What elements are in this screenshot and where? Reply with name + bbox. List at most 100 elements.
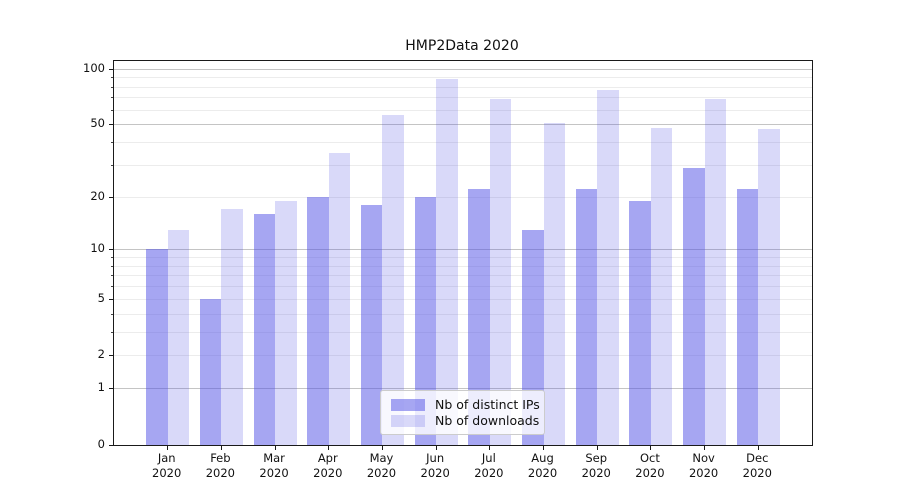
- x-tick-mark: [274, 446, 276, 450]
- x-tick-label: Oct 2020: [635, 451, 665, 480]
- y-tick-label: 5: [97, 290, 105, 305]
- legend-item-downloads: Nb of downloads: [391, 413, 544, 429]
- bar-distinct-ips-dec: [736, 189, 759, 445]
- bar-distinct-ips-may: [360, 204, 383, 445]
- gridline-minor: [114, 257, 812, 259]
- gridline: [114, 68, 812, 70]
- y-tick-mark: [109, 298, 113, 300]
- bar-distinct-ips-nov: [683, 167, 705, 445]
- x-tick-mark: [757, 446, 759, 450]
- x-tick-label: Sep 2020: [581, 451, 611, 480]
- x-tick-mark: [167, 446, 169, 450]
- bar-downloads-sep: [597, 89, 619, 445]
- y-tick-label: 100: [83, 60, 105, 75]
- x-tick-label: Nov 2020: [688, 451, 719, 480]
- y-tick-label: 20: [90, 188, 105, 203]
- x-tick-mark: [596, 446, 598, 450]
- gridline: [114, 355, 812, 357]
- bar-downloads-mar: [275, 200, 297, 445]
- y-tick-label: 2: [97, 347, 105, 362]
- y-tick-mark: [109, 196, 113, 198]
- y-tick-mark: [109, 68, 113, 70]
- y-tick-mark-minor: [111, 97, 113, 99]
- gridline-minor: [114, 331, 812, 333]
- x-tick-mark: [704, 446, 706, 450]
- bar-distinct-ips-jun: [414, 196, 437, 445]
- legend: Nb of distinct IPs Nb of downloads: [380, 390, 545, 435]
- x-tick-mark: [650, 446, 652, 450]
- gridline: [114, 249, 812, 251]
- bar-distinct-ips-jul: [468, 189, 490, 445]
- bar-downloads-apr: [328, 152, 351, 445]
- gridline-minor: [114, 97, 812, 99]
- gridline-minor: [114, 286, 812, 288]
- bar-distinct-ips-jan: [146, 249, 168, 445]
- y-tick-mark-minor: [111, 109, 113, 111]
- y-tick-mark-minor: [111, 257, 113, 259]
- y-tick-mark-minor: [111, 165, 113, 166]
- x-tick-mark: [435, 446, 437, 450]
- bar-distinct-ips-apr: [307, 196, 329, 445]
- bar-downloads-jun: [436, 79, 458, 445]
- x-tick-mark: [220, 446, 222, 450]
- gridline: [114, 298, 812, 300]
- bar-downloads-jul: [489, 98, 512, 445]
- x-tick-label: Mar 2020: [259, 451, 289, 480]
- x-tick-label: Apr 2020: [313, 451, 343, 480]
- chart-title: HMP2Data 2020: [405, 38, 519, 54]
- bar-downloads-jan: [167, 229, 190, 445]
- gridline-minor: [114, 77, 812, 79]
- y-tick-mark: [109, 124, 113, 126]
- x-tick-label: Feb 2020: [205, 451, 236, 480]
- gridline: [114, 124, 812, 126]
- bar-downloads-nov: [704, 98, 727, 445]
- x-tick-label: Jun 2020: [420, 451, 450, 480]
- gridline-minor: [114, 275, 812, 277]
- gridline-minor: [114, 165, 812, 166]
- x-tick-label: Dec 2020: [742, 451, 772, 480]
- bar-distinct-ips-mar: [253, 214, 276, 445]
- gridline: [114, 196, 812, 198]
- bar-downloads-oct: [650, 127, 673, 445]
- legend-label-distinct-ips: Nb of distinct IPs: [435, 397, 540, 412]
- y-tick-label: 50: [90, 116, 105, 131]
- gridline-minor: [114, 265, 812, 267]
- bar-downloads-dec: [758, 129, 780, 445]
- x-tick-mark: [328, 446, 330, 450]
- bar-downloads-aug: [543, 122, 566, 445]
- y-tick-label: 0: [97, 437, 105, 451]
- y-tick-mark-minor: [111, 331, 113, 333]
- x-tick-mark: [543, 446, 545, 450]
- x-tick-label: May 2020: [366, 451, 397, 480]
- legend-swatch-distinct-ips: [391, 399, 425, 411]
- y-tick-mark-minor: [111, 286, 113, 288]
- x-tick-label: Jul 2020: [474, 451, 504, 480]
- gridline-minor: [114, 86, 812, 88]
- gridline-minor: [114, 313, 812, 315]
- y-tick-mark-minor: [111, 86, 113, 88]
- gridline: [114, 388, 812, 390]
- x-tick-label: Jan 2020: [152, 451, 182, 480]
- bar-downloads-feb: [221, 209, 243, 445]
- y-tick-mark: [109, 249, 113, 251]
- y-tick-mark-minor: [111, 77, 113, 79]
- x-tick-mark: [489, 446, 491, 450]
- gridline-minor: [114, 109, 812, 111]
- bar-distinct-ips-feb: [199, 298, 222, 445]
- legend-item-distinct-ips: Nb of distinct IPs: [391, 397, 544, 413]
- y-tick-label: 10: [90, 241, 105, 256]
- bar-distinct-ips-oct: [629, 200, 651, 445]
- plot-area: [109, 60, 813, 450]
- y-tick-mark: [109, 445, 113, 446]
- legend-swatch-downloads: [391, 415, 425, 427]
- y-tick-label: 1: [97, 380, 105, 395]
- y-tick-mark-minor: [111, 313, 113, 315]
- y-tick-mark-minor: [111, 265, 113, 267]
- legend-label-downloads: Nb of downloads: [435, 413, 540, 428]
- x-tick-mark: [381, 446, 383, 450]
- y-tick-mark-minor: [111, 142, 113, 144]
- y-tick-mark: [109, 355, 113, 357]
- x-tick-label: Aug 2020: [527, 451, 558, 480]
- bar-distinct-ips-sep: [575, 189, 598, 445]
